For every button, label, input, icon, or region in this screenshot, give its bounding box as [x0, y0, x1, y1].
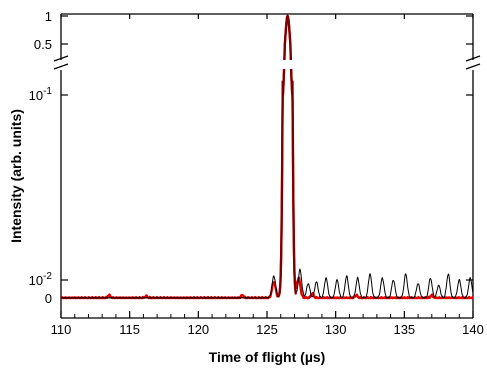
x-axis-title: Time of flight (µs) — [209, 349, 326, 365]
series-line-red — [60, 14, 474, 300]
axis-break-right — [465, 55, 481, 70]
series-line-black — [60, 15, 474, 299]
x-tick-label-135: 135 — [393, 322, 415, 337]
y-tick-label: 10-1 — [29, 86, 53, 103]
series-layer — [60, 14, 474, 300]
ticks — [60, 14, 474, 318]
main-peak — [278, 14, 297, 295]
x-tick-label-110: 110 — [51, 322, 72, 337]
axis-gap — [280, 60, 295, 69]
x-tick-label-120: 120 — [187, 322, 209, 337]
x-tick-label-140: 140 — [462, 322, 484, 337]
axis-break-left — [53, 55, 69, 70]
y-tick-label: 0.5 — [34, 37, 52, 52]
y-tick-label: 0 — [45, 291, 52, 306]
x-tick-label-125: 125 — [256, 322, 278, 337]
plot-frame — [53, 13, 481, 319]
labels: 110 115 120 125 130 135 140 0 10-2 10-1 0.5 1 — [29, 9, 484, 337]
y-tick-label: 10-2 — [29, 271, 53, 288]
x-tick-label-130: 130 — [325, 322, 347, 337]
y-tick-label: 1 — [45, 9, 52, 24]
x-tick-label-115: 115 — [119, 322, 140, 337]
peak-break-gap — [280, 60, 295, 69]
y-axis-title: Intensity (arb. units) — [8, 109, 24, 243]
